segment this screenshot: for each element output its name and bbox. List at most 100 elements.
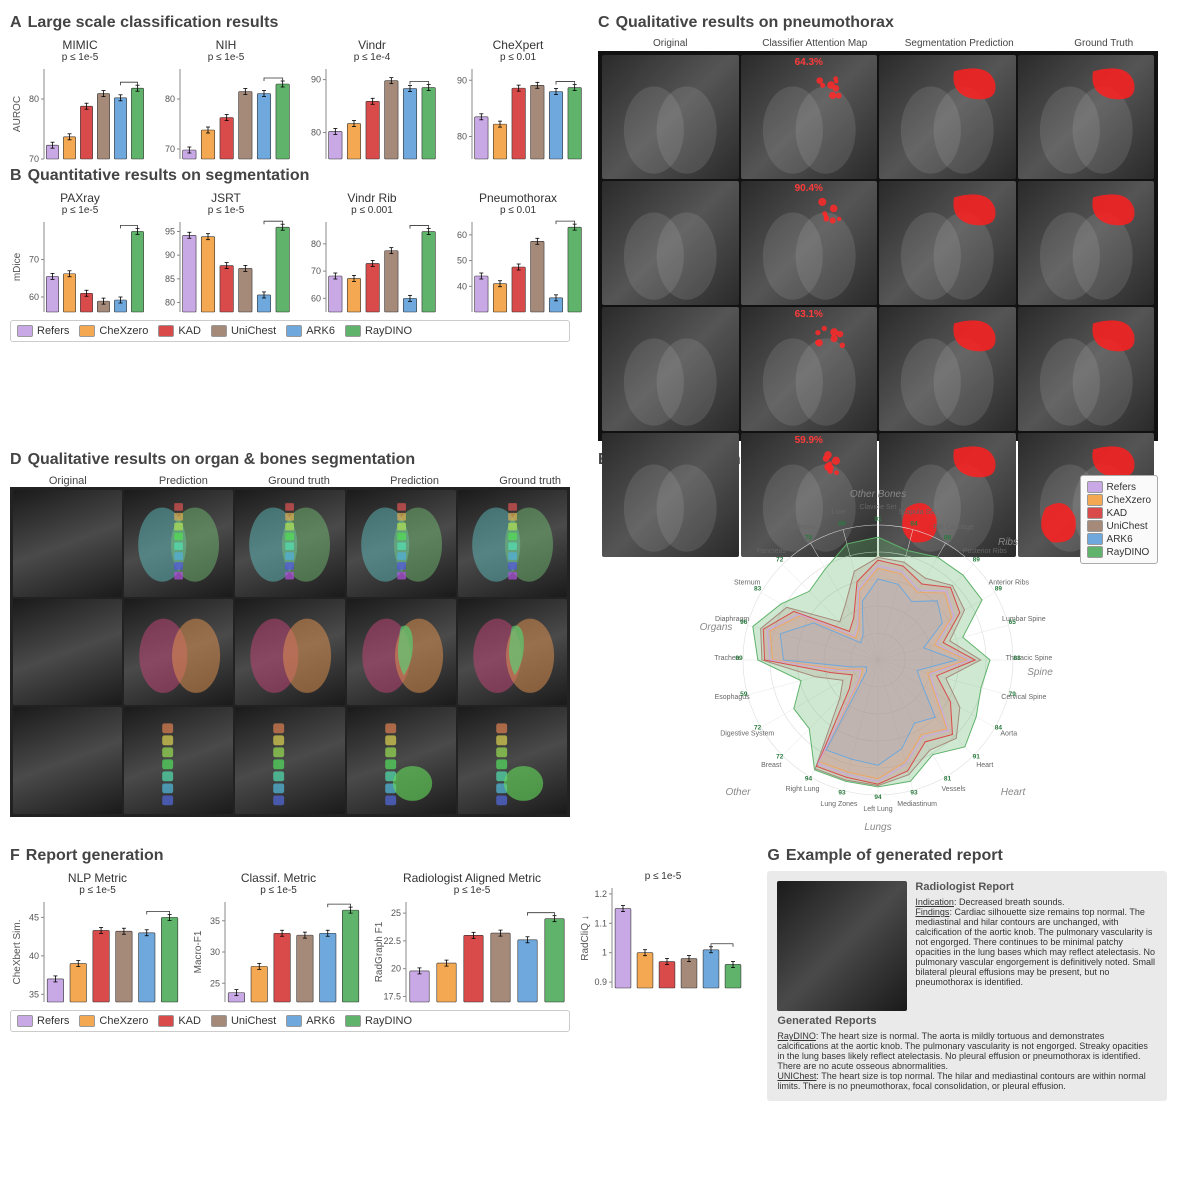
svg-text:95: 95 [165, 226, 175, 236]
pvalue-label: p ≤ 1e-5 [372, 885, 572, 896]
indication-text: Decreased breath sounds. [959, 897, 1065, 907]
svg-text:35: 35 [29, 989, 39, 999]
legend-item-unichest: UniChest [1087, 520, 1151, 532]
legend-item-unichest: UniChest [211, 1015, 276, 1027]
panel-d-col-header: Prediction [126, 475, 242, 487]
panel-a-title: ALarge scale classification results [10, 14, 588, 32]
svg-text:91: 91 [973, 753, 981, 760]
seg-cell [347, 707, 456, 814]
pvalue-label: p ≤ 0.01 [448, 52, 588, 63]
chart-title: NIH [156, 38, 296, 52]
legend-item-chexzero: CheXzero [79, 325, 148, 337]
svg-text:Macro-F1: Macro-F1 [193, 930, 204, 973]
svg-text:84: 84 [910, 521, 918, 528]
panel-d-col-header: Prediction [357, 475, 473, 487]
svg-text:90: 90 [311, 75, 321, 85]
xray-cell [602, 55, 739, 179]
legend-models: RefersCheXzeroKADUniChestARK6RayDINO [10, 320, 570, 342]
legend-item-kad: KAD [158, 325, 201, 337]
svg-text:80: 80 [165, 298, 175, 308]
svg-text:35: 35 [210, 916, 220, 926]
legend-item-raydino: RayDINO [1087, 546, 1151, 558]
seg-cell [13, 707, 122, 814]
chart-title: Vindr Rib [302, 191, 442, 205]
svg-text:Spine: Spine [1027, 667, 1053, 678]
svg-text:Other: Other [725, 787, 751, 798]
chart-title: Vindr [302, 38, 442, 52]
panel-g-title: GExample of generated report [767, 847, 1176, 865]
svg-text:Breast: Breast [761, 762, 781, 769]
svg-text:1.1: 1.1 [594, 918, 607, 928]
svg-text:94: 94 [874, 794, 882, 801]
pvalue-label: p ≤ 0.01 [448, 205, 588, 216]
legend-item-ark6: ARK6 [286, 325, 335, 337]
svg-text:93: 93 [910, 789, 918, 796]
svg-text:79: 79 [1009, 691, 1017, 698]
chart-title: PAXray [10, 191, 150, 205]
xray-cell [879, 307, 1016, 431]
indication-label: Indication [915, 897, 954, 907]
radar-legend: RefersCheXzeroKADUniChestARK6RayDINO [1080, 475, 1158, 564]
findings-text: Cardiac silhouette size remains top norm… [915, 907, 1155, 987]
xray-cell [602, 307, 739, 431]
legend-item-chexzero: CheXzero [79, 1015, 148, 1027]
svg-text:78: 78 [805, 535, 813, 542]
svg-text:17.5: 17.5 [383, 991, 401, 1001]
svg-text:20: 20 [391, 964, 401, 974]
panel-d-col-header: Ground truth [241, 475, 357, 487]
chart-title: MIMIC [10, 38, 150, 52]
chart-title: Classif. Metric [191, 871, 366, 885]
svg-text:89: 89 [995, 586, 1003, 593]
svg-text:Kidneys: Kidneys [790, 524, 815, 531]
svg-text:84: 84 [995, 725, 1003, 732]
svg-text:80: 80 [29, 94, 39, 104]
panel-c-col-header: Classifier Attention Map [743, 38, 888, 49]
svg-text:Vessels: Vessels [941, 786, 966, 793]
svg-text:RadCliQ ↓: RadCliQ ↓ [580, 915, 591, 961]
svg-text:91: 91 [874, 516, 882, 523]
legend-item-ark6: ARK6 [286, 1015, 335, 1027]
xray-cell [1018, 181, 1155, 305]
svg-text:Organs: Organs [700, 622, 733, 633]
legend-item-refers: Refers [17, 1015, 69, 1027]
panel-d-title: DQualitative results on organ & bones se… [10, 451, 588, 469]
legend-item-refers: Refers [17, 325, 69, 337]
chart-title: CheXpert [448, 38, 588, 52]
svg-text:89: 89 [838, 521, 846, 528]
svg-text:80: 80 [457, 132, 467, 142]
svg-text:Lung Zones: Lung Zones [820, 801, 857, 808]
svg-text:mDice: mDice [12, 252, 23, 281]
svg-text:70: 70 [29, 255, 39, 265]
panel-c-col-header: Original [598, 38, 743, 49]
pvalue-label: p ≤ 1e-5 [578, 871, 748, 882]
panel-d-grid: /* filled by JS below */ [10, 487, 570, 817]
chart-title: NLP Metric [10, 871, 185, 885]
seg-cell [235, 707, 344, 814]
pvalue-label: p ≤ 1e-5 [156, 205, 296, 216]
pvalue-label: p ≤ 1e-4 [302, 52, 442, 63]
seg-cell [235, 490, 344, 597]
seg-cell [235, 599, 344, 706]
legend-item-unichest: UniChest [211, 325, 276, 337]
svg-text:40: 40 [29, 951, 39, 961]
svg-text:81: 81 [944, 775, 952, 782]
svg-text:Posterior Ribs: Posterior Ribs [963, 548, 1007, 555]
panel-e-radar: RefersCheXzeroKADUniChestARK6RayDINO Cla… [598, 475, 1158, 835]
panel-c-col-header: Segmentation Prediction [887, 38, 1032, 49]
seg-cell [13, 599, 122, 706]
xray-cell [1018, 307, 1155, 431]
svg-text:Heart: Heart [976, 762, 993, 769]
pvalue-label: p ≤ 1e-5 [191, 885, 366, 896]
svg-text:60: 60 [311, 293, 321, 303]
seg-cell [458, 599, 567, 706]
svg-text:Right Lung: Right Lung [786, 786, 820, 793]
svg-text:80: 80 [165, 94, 175, 104]
svg-text:83: 83 [1013, 655, 1021, 662]
svg-text:83: 83 [754, 586, 762, 593]
svg-text:89: 89 [973, 557, 981, 564]
panel-d-headers: OriginalPredictionGround truthPrediction… [10, 475, 588, 487]
xray-cell [602, 181, 739, 305]
chart-title: JSRT [156, 191, 296, 205]
panel-b-charts: PAXrayp ≤ 1e-56070mDiceJSRTp ≤ 1e-580859… [10, 191, 588, 316]
svg-text:25: 25 [391, 908, 401, 918]
